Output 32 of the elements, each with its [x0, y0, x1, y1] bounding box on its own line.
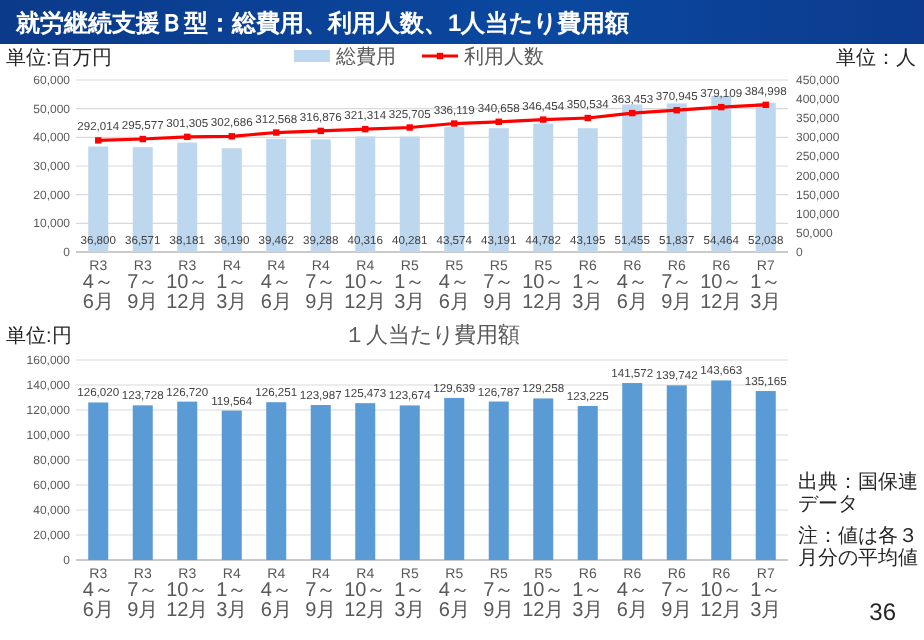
- legend-label: 総費用: [334, 45, 396, 69]
- bar: [399, 405, 420, 560]
- bar: [666, 385, 687, 560]
- bar: [755, 391, 776, 560]
- chart-title: 就労継続支援Ｂ型：総費用、利用人数、1人当たり費用額: [14, 9, 630, 37]
- bar: [533, 398, 554, 560]
- y-axis-title: 単位:百万円: [6, 46, 112, 70]
- point: [451, 120, 458, 127]
- bar: [132, 405, 153, 560]
- bar: [177, 401, 198, 560]
- point: [406, 124, 413, 131]
- text: 注：値は各３月分の平均値: [798, 524, 918, 570]
- source-note: 出典：国保連データ: [798, 470, 918, 516]
- point: [540, 116, 547, 123]
- bar: [488, 401, 509, 560]
- point: [95, 137, 102, 144]
- bar: [622, 383, 643, 560]
- bar: [88, 402, 109, 560]
- legend-label: 利用人数: [464, 45, 544, 69]
- bar: [266, 402, 287, 560]
- bar: [444, 397, 465, 560]
- text: 36: [869, 598, 897, 626]
- bar: [711, 380, 732, 560]
- y2-axis-title: 単位：人: [836, 46, 916, 70]
- bar: [577, 405, 598, 560]
- chart-title: １人当たり費用額: [344, 322, 520, 348]
- bar: [355, 403, 376, 560]
- bar: [221, 410, 242, 560]
- point: [228, 133, 235, 140]
- y-axis-title: 単位:円: [6, 324, 72, 348]
- point: [273, 129, 280, 136]
- bar: [310, 405, 331, 560]
